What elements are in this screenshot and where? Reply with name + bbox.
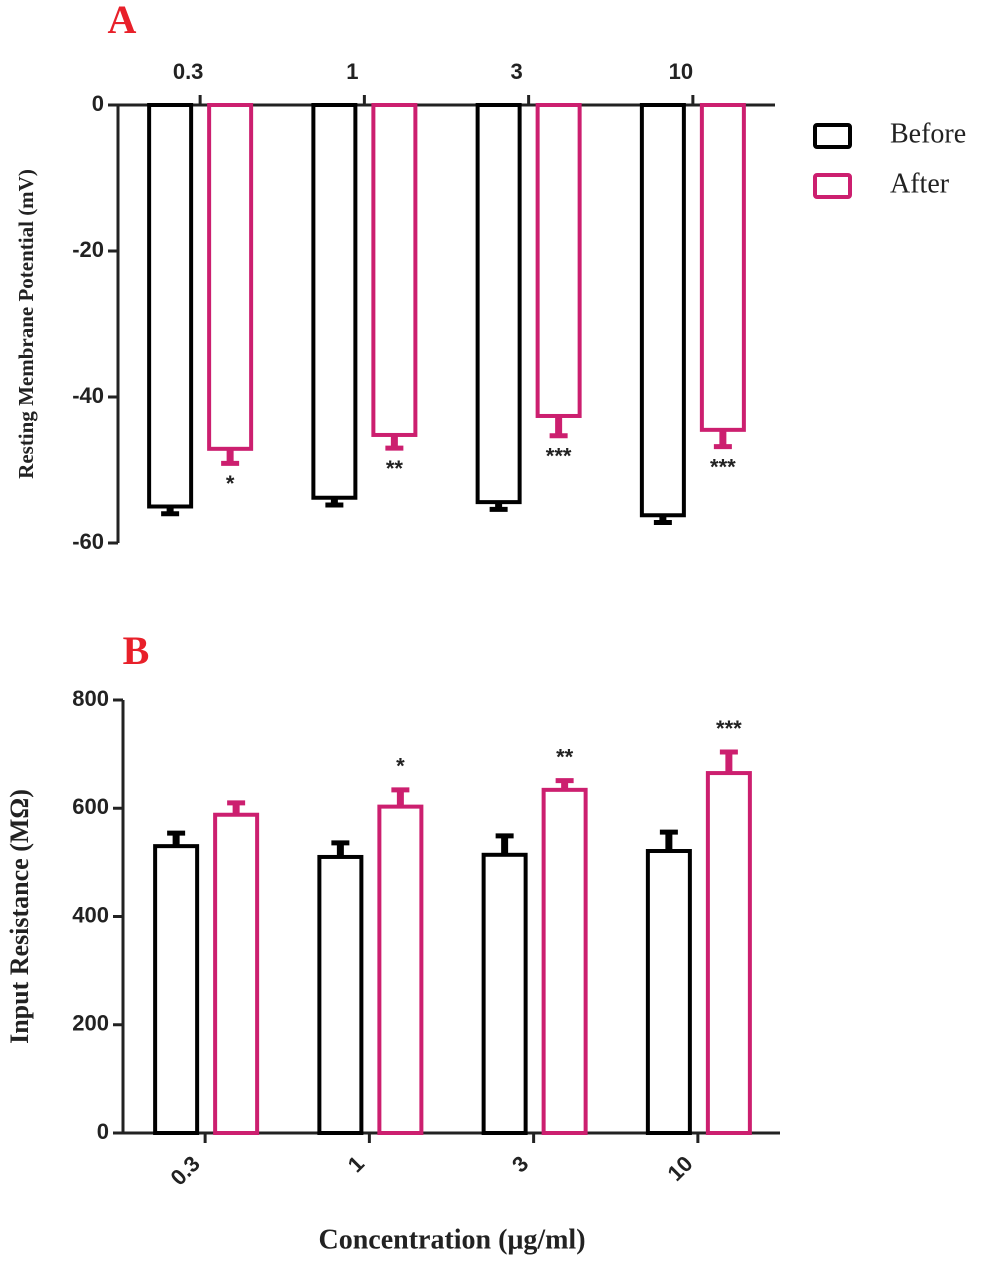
- bar: [481, 852, 528, 1135]
- x-tick-label: 10: [663, 1151, 698, 1186]
- significance: ***: [710, 454, 736, 479]
- y-tick-label: 400: [72, 902, 109, 927]
- y-axis-label: Resting Membrane Potential (mV): [14, 169, 38, 479]
- legend-label: After: [890, 168, 950, 199]
- bar: [371, 103, 418, 437]
- legend-swatch: [813, 173, 852, 199]
- bar: [317, 854, 364, 1136]
- x-tick-label: 10: [669, 59, 693, 84]
- panel-letter: B: [123, 628, 150, 673]
- bar: [153, 844, 200, 1135]
- bar: [147, 103, 194, 509]
- y-axis-label: Input Resistance (MΩ): [5, 789, 34, 1044]
- y-tick-label: -20: [72, 237, 104, 262]
- panel-letter: A: [108, 0, 137, 42]
- bar: [311, 103, 358, 500]
- significance: *: [396, 754, 405, 779]
- significance: ***: [546, 444, 572, 469]
- y-tick-label: -40: [72, 383, 104, 408]
- legend-swatch: [813, 123, 852, 149]
- x-tick-label: 3: [507, 1151, 533, 1177]
- significance: ***: [716, 716, 742, 741]
- legend-label: Before: [890, 118, 966, 149]
- bar: [475, 103, 522, 505]
- y-tick-label: 800: [72, 686, 109, 711]
- bar: [645, 849, 692, 1135]
- x-tick-label: 1: [346, 59, 358, 84]
- bar: [377, 804, 424, 1135]
- bar: [705, 771, 752, 1135]
- significance: *: [226, 471, 235, 496]
- bar: [541, 787, 588, 1135]
- y-tick-label: 0: [97, 1119, 109, 1144]
- bar: [639, 103, 686, 518]
- y-tick-label: 600: [72, 794, 109, 819]
- x-tick-label: 3: [511, 59, 523, 84]
- bar: [207, 103, 254, 451]
- y-tick-label: 200: [72, 1011, 109, 1036]
- x-axis-label: Concentration (μg/ml): [318, 1224, 585, 1255]
- significance: **: [556, 744, 574, 769]
- y-tick-label: 0: [92, 91, 104, 116]
- x-tick-label: 1: [343, 1151, 369, 1177]
- x-tick-label: 0.3: [173, 59, 204, 84]
- y-tick-label: -60: [72, 529, 104, 554]
- bar: [699, 103, 746, 432]
- bar: [535, 103, 582, 418]
- significance: **: [386, 456, 404, 481]
- bar: [213, 812, 260, 1135]
- x-tick-label: 0.3: [165, 1151, 204, 1190]
